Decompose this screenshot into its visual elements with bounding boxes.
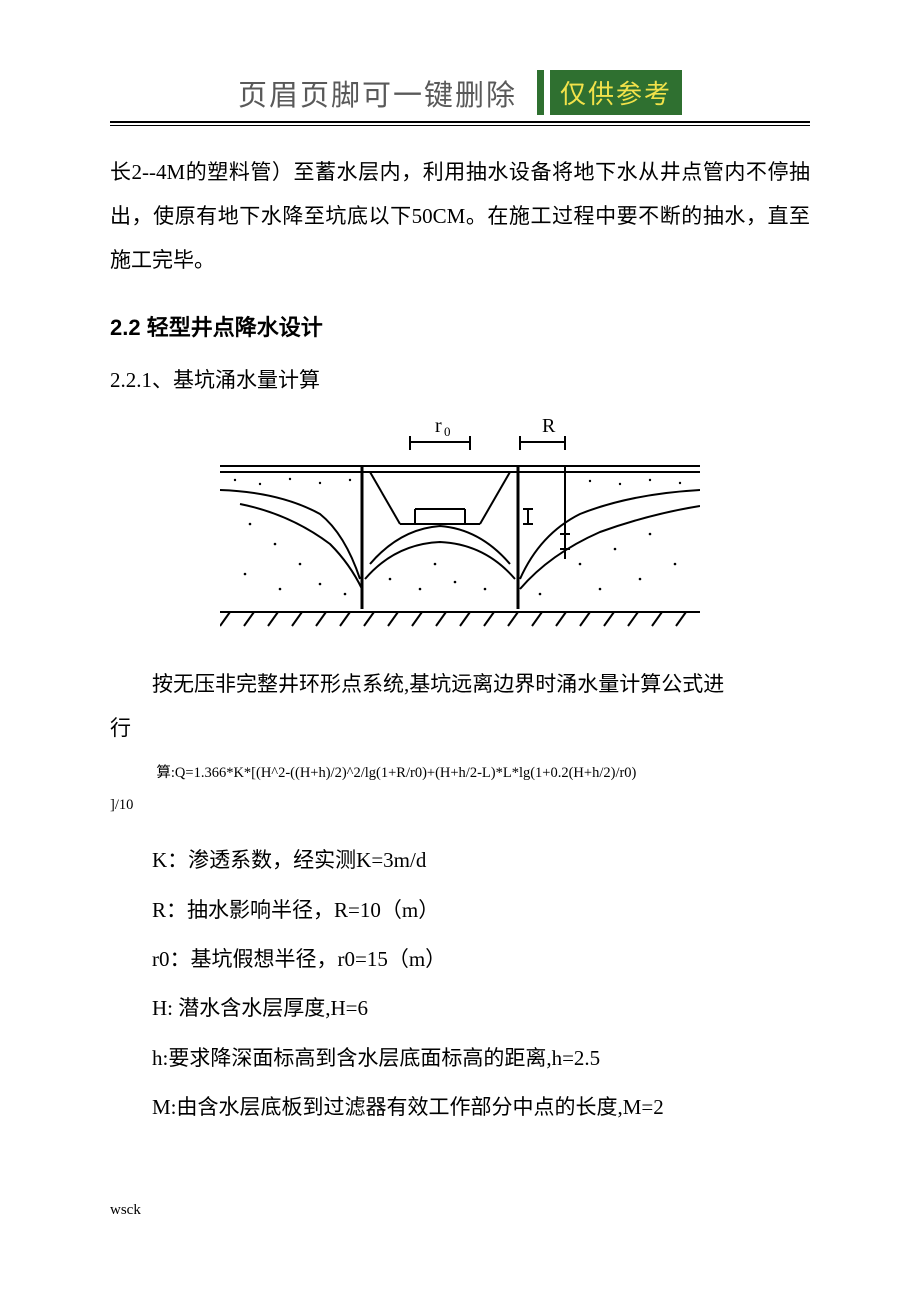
label-r0-sub: 0 (444, 424, 451, 439)
wellpoint-diagram: r 0 R (220, 414, 700, 634)
diagram-container: r 0 R (110, 414, 810, 634)
param-K: K：渗透系数，经实测K=3m/d (110, 836, 810, 885)
page-header: 页眉页脚可一键删除 仅供参考 (110, 70, 810, 115)
heading-2-2: 2.2 轻型井点降水设计 (110, 310, 810, 342)
label-r0: r (435, 415, 442, 437)
param-r0: r0：基坑假想半径，r0=15（m） (110, 935, 810, 984)
badge-bar (537, 70, 544, 115)
soil-dots-top (234, 478, 681, 485)
badge-text: 仅供参考 (550, 70, 682, 115)
param-M: M:由含水层底板到过滤器有效工作部分中点的长度,M=2 (110, 1083, 810, 1132)
param-H: H: 潜水含水层厚度,H=6 (110, 984, 810, 1033)
heading-2-2-1: 2.2.1、基坑涌水量计算 (110, 364, 810, 394)
parameter-list: K：渗透系数，经实测K=3m/d R：抽水影响半径，R=10（m） r0：基坑假… (110, 836, 810, 1132)
header-rule-thin (110, 125, 810, 126)
bottom-hatch (220, 612, 686, 626)
soil-dots (244, 523, 677, 596)
paragraph-2-line2: 行 (110, 706, 810, 750)
label-R: R (542, 415, 556, 437)
page-footer: wsck (110, 1202, 810, 1219)
paragraph-1: 长2--4M的塑料管）至蓄水层内，利用抽水设备将地下水从井点管内不停抽出，使原有… (110, 150, 810, 282)
document-page: 页眉页脚可一键删除 仅供参考 长2--4M的塑料管）至蓄水层内，利用抽水设备将地… (0, 0, 920, 1259)
formula-line2: ]/10 (110, 797, 133, 813)
paragraph-2-line1: 按无压非完整井环形点系统,基坑远离边界时涌水量计算公式进 (110, 662, 810, 706)
formula-line1: 算:Q=1.366*K*[(H^2-((H+h)/2)^2/lg(1+R/r0)… (110, 758, 810, 790)
reference-badge: 仅供参考 (537, 70, 682, 115)
param-h: h:要求降深面标高到含水层底面标高的距离,h=2.5 (110, 1034, 810, 1083)
param-R: R：抽水影响半径，R=10（m） (110, 886, 810, 935)
header-rule-thick (110, 121, 810, 123)
formula-block: 算:Q=1.366*K*[(H^2-((H+h)/2)^2/lg(1+R/r0)… (110, 758, 810, 822)
header-title: 页眉页脚可一键删除 (238, 72, 517, 114)
